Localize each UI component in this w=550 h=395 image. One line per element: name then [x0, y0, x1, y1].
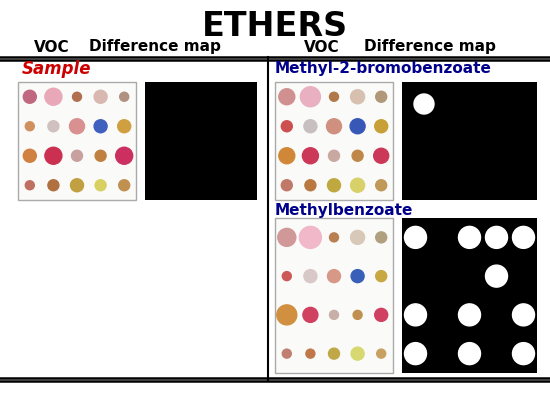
- Circle shape: [279, 148, 295, 164]
- Circle shape: [95, 150, 106, 161]
- Circle shape: [486, 226, 508, 248]
- Circle shape: [404, 304, 426, 326]
- Circle shape: [327, 270, 340, 283]
- Circle shape: [329, 310, 338, 320]
- Circle shape: [513, 342, 535, 365]
- Circle shape: [304, 270, 317, 283]
- Circle shape: [350, 230, 365, 245]
- Circle shape: [353, 310, 362, 320]
- Circle shape: [305, 180, 316, 191]
- Circle shape: [329, 233, 338, 242]
- Circle shape: [48, 180, 59, 191]
- Text: Methyl-2-bromobenzoate: Methyl-2-bromobenzoate: [275, 62, 492, 77]
- Circle shape: [375, 120, 388, 133]
- Circle shape: [486, 265, 508, 287]
- Circle shape: [282, 272, 292, 280]
- Circle shape: [377, 349, 386, 358]
- Circle shape: [352, 150, 363, 161]
- Circle shape: [118, 120, 131, 133]
- Circle shape: [329, 92, 338, 101]
- Circle shape: [304, 120, 317, 133]
- Circle shape: [23, 90, 36, 103]
- Circle shape: [116, 147, 133, 164]
- Circle shape: [120, 92, 129, 101]
- Circle shape: [328, 150, 339, 161]
- Circle shape: [376, 180, 387, 191]
- Circle shape: [459, 342, 481, 365]
- Circle shape: [69, 119, 85, 134]
- Circle shape: [350, 90, 365, 104]
- Circle shape: [72, 150, 82, 161]
- Circle shape: [94, 90, 107, 103]
- Circle shape: [513, 226, 535, 248]
- Bar: [402, 82, 537, 200]
- Circle shape: [45, 88, 62, 105]
- Circle shape: [278, 228, 296, 246]
- Circle shape: [376, 271, 387, 282]
- Text: VOC: VOC: [304, 40, 340, 55]
- Circle shape: [351, 270, 364, 283]
- Bar: [275, 82, 393, 200]
- Bar: [145, 82, 257, 200]
- Circle shape: [328, 348, 339, 359]
- Circle shape: [282, 349, 292, 358]
- Circle shape: [303, 307, 318, 322]
- Text: Difference map: Difference map: [364, 40, 496, 55]
- Circle shape: [299, 226, 321, 248]
- Circle shape: [376, 232, 387, 243]
- Circle shape: [459, 226, 481, 248]
- Circle shape: [302, 148, 318, 164]
- Circle shape: [351, 347, 364, 360]
- Text: Sample: Sample: [22, 60, 91, 78]
- Circle shape: [48, 121, 59, 132]
- Circle shape: [119, 180, 130, 191]
- Circle shape: [375, 308, 388, 322]
- Circle shape: [350, 178, 365, 192]
- Circle shape: [376, 91, 387, 102]
- Circle shape: [70, 179, 84, 192]
- Text: VOC: VOC: [34, 40, 70, 55]
- Circle shape: [327, 119, 342, 134]
- Circle shape: [350, 119, 365, 134]
- Text: Methylbenzoate: Methylbenzoate: [275, 203, 414, 218]
- Circle shape: [45, 147, 62, 164]
- Circle shape: [281, 121, 292, 132]
- Bar: [402, 218, 537, 373]
- Circle shape: [404, 342, 426, 365]
- Circle shape: [281, 180, 292, 191]
- Circle shape: [513, 304, 535, 326]
- Text: Difference map: Difference map: [89, 40, 221, 55]
- Circle shape: [300, 87, 321, 107]
- Circle shape: [327, 179, 340, 192]
- Circle shape: [25, 181, 34, 190]
- Text: ETHERS: ETHERS: [202, 11, 348, 43]
- Circle shape: [73, 92, 81, 101]
- Circle shape: [414, 94, 434, 114]
- Circle shape: [95, 180, 106, 191]
- Circle shape: [277, 305, 297, 325]
- Circle shape: [94, 120, 107, 133]
- Circle shape: [279, 89, 295, 105]
- Bar: [275, 218, 393, 373]
- Circle shape: [373, 148, 389, 163]
- Circle shape: [306, 349, 315, 358]
- Circle shape: [404, 226, 426, 248]
- Bar: [18, 82, 136, 200]
- Circle shape: [459, 304, 481, 326]
- Circle shape: [23, 149, 36, 162]
- Circle shape: [25, 122, 34, 131]
